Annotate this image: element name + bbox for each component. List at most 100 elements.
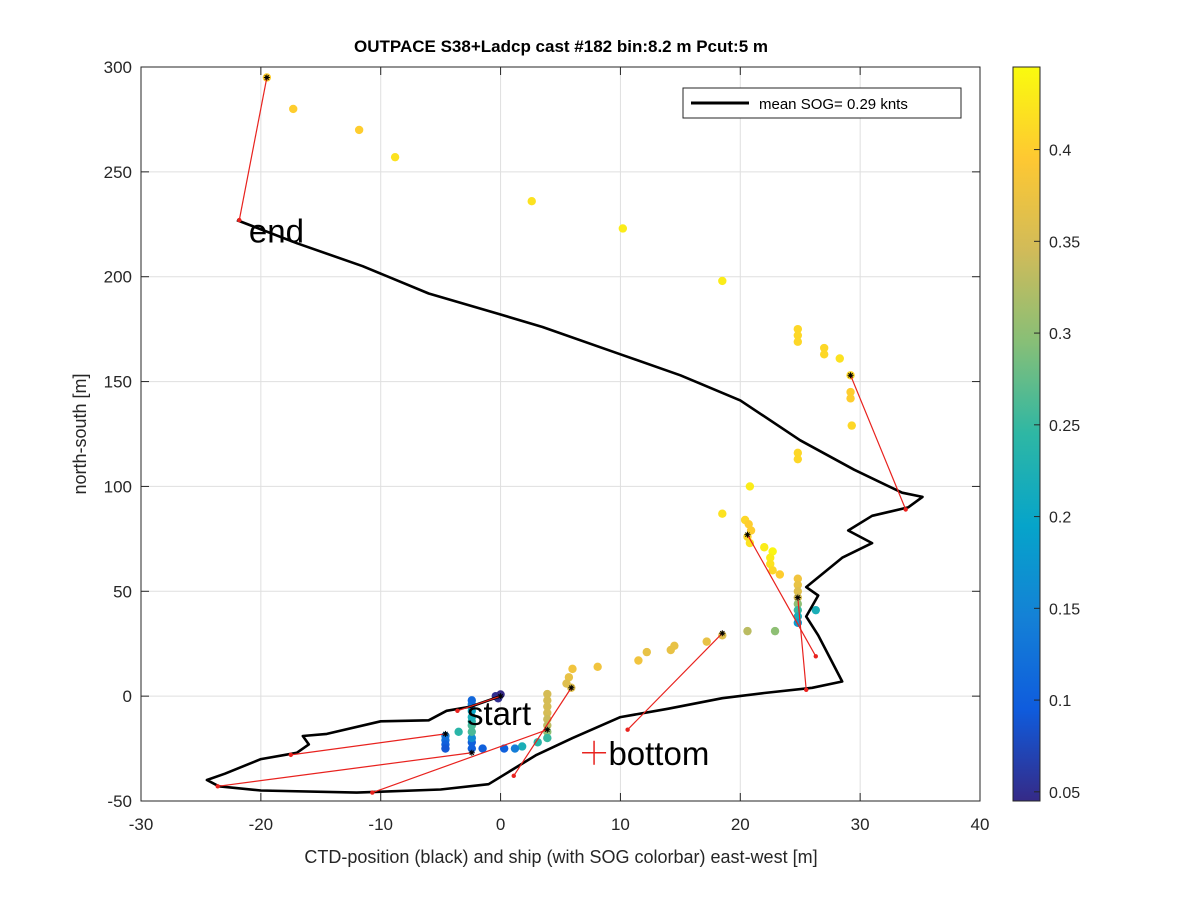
y-tick-label: 300 xyxy=(104,58,132,77)
ship-point xyxy=(766,559,775,569)
ship-point xyxy=(743,626,752,636)
x-tick-label: 20 xyxy=(731,815,750,834)
ship-point xyxy=(793,331,803,340)
ship-black-marker xyxy=(568,684,575,691)
colorbar-tick-label: 0.15 xyxy=(1049,601,1080,618)
ship-black-marker xyxy=(442,730,449,737)
x-tick-label: 40 xyxy=(971,815,990,834)
ship-black-marker xyxy=(847,372,854,379)
x-tick-label: 10 xyxy=(611,815,630,834)
x-tick-label: 0 xyxy=(496,815,505,834)
ship-black-marker-stroke xyxy=(544,727,550,733)
ship-point xyxy=(745,538,755,548)
ship-point xyxy=(768,566,777,575)
colorbar-tick-label: 0.05 xyxy=(1049,785,1080,802)
ship-point xyxy=(564,673,574,682)
y-tick-label: 250 xyxy=(104,163,132,182)
red-link-line xyxy=(746,534,817,657)
ship-black-marker-stroke xyxy=(568,685,574,691)
red-link-end-marker xyxy=(903,507,908,512)
ship-point xyxy=(510,744,520,753)
ship-black-marker-stroke xyxy=(795,595,801,601)
x-tick-label: -20 xyxy=(249,815,274,834)
ship-point xyxy=(793,324,803,334)
ship-point xyxy=(811,605,820,615)
ship-point xyxy=(793,574,803,583)
legend: mean SOG= 0.29 knts xyxy=(682,87,962,119)
ship-black-marker xyxy=(719,630,726,637)
ship-point xyxy=(467,706,477,716)
ship-point xyxy=(760,543,769,552)
ship-point xyxy=(543,702,552,711)
ship-point xyxy=(847,421,856,430)
y-tick-label: 50 xyxy=(113,582,132,601)
ship-point xyxy=(819,343,829,353)
ship-point xyxy=(793,580,803,590)
x-tick-label: -10 xyxy=(368,815,393,834)
legend-label: mean SOG= 0.29 knts xyxy=(759,96,908,113)
red-link-line xyxy=(290,733,446,756)
annotation-bottom: bottom xyxy=(608,735,709,772)
colorbar-tick-label: 0.35 xyxy=(1049,234,1080,251)
ship-point xyxy=(793,587,803,596)
ship-point xyxy=(289,104,298,114)
ship-point xyxy=(745,482,755,491)
annotation-end: end xyxy=(249,213,304,250)
ship-point xyxy=(768,547,777,556)
ship-point xyxy=(517,742,527,751)
bottom-plus-marker xyxy=(582,740,607,765)
ship-point xyxy=(543,689,552,699)
x-tick-label: 30 xyxy=(851,815,870,834)
ship-point xyxy=(846,387,855,397)
ship-black-marker xyxy=(263,74,270,81)
ship-point xyxy=(390,152,400,162)
red-link-end-marker xyxy=(370,790,375,795)
ship-black-marker xyxy=(497,693,504,700)
ship-point xyxy=(775,570,785,579)
colorbar-tick-label: 0.2 xyxy=(1049,510,1071,527)
x-tick-label: -30 xyxy=(129,815,154,834)
ship-point xyxy=(846,394,855,403)
y-tick-label: 200 xyxy=(104,268,132,287)
colorbar-tick-label: 0.1 xyxy=(1049,693,1071,710)
red-link-end-marker xyxy=(455,708,460,714)
ship-point xyxy=(593,662,602,671)
ship-black-marker xyxy=(544,726,551,733)
plot-frame xyxy=(140,66,981,802)
red-link-end-marker xyxy=(813,654,818,659)
red-link-line xyxy=(627,632,723,731)
annotation-start: start xyxy=(467,695,531,732)
red-link-end-marker xyxy=(511,773,516,779)
ship-point xyxy=(543,733,552,743)
red-link-line xyxy=(457,695,501,712)
ship-point xyxy=(793,337,803,346)
ship-black-marker-stroke xyxy=(719,630,725,636)
red-link-line xyxy=(217,752,472,787)
ship-point xyxy=(793,448,803,458)
y-tick-label: 0 xyxy=(123,687,132,706)
ship-black-marker-stroke xyxy=(498,693,504,699)
colorbar-tick-label: 0.25 xyxy=(1049,418,1080,435)
ship-point xyxy=(770,626,780,636)
red-link-line xyxy=(797,597,807,690)
ship-point xyxy=(835,354,844,363)
ship-point xyxy=(441,744,450,753)
ship-point xyxy=(642,647,651,657)
ship-black-marker xyxy=(468,749,475,756)
colorbar-tick-label: 0.4 xyxy=(1049,143,1071,160)
y-axis-label: north-south [m] xyxy=(70,373,90,494)
red-link-line xyxy=(849,375,907,510)
ship-point xyxy=(634,656,643,665)
ship-point xyxy=(666,645,675,655)
ship-point xyxy=(467,733,477,743)
ship-black-marker xyxy=(794,594,801,601)
red-link-end-marker xyxy=(288,752,294,758)
red-link-end-marker xyxy=(237,217,242,223)
red-link-end-marker xyxy=(215,784,220,789)
ship-black-marker-stroke xyxy=(848,372,854,378)
ship-point xyxy=(467,696,477,705)
y-tick-label: -50 xyxy=(107,792,132,811)
plot-area: end start bottom -30 -20 -10 0 10 20 30 40 -50 0 50 10… xyxy=(104,58,990,834)
